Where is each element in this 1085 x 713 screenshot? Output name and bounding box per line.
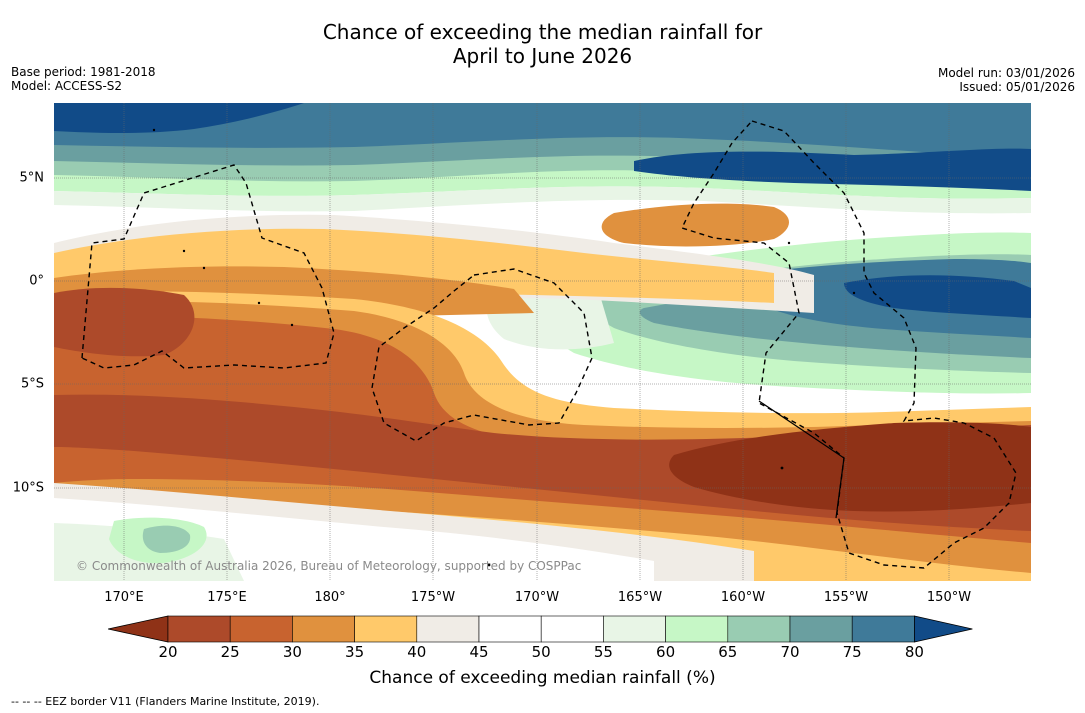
- colorbar: [108, 615, 973, 643]
- band-southeast-deep-brown: [669, 422, 1031, 512]
- colorbar-tick-label: 50: [531, 643, 551, 661]
- colorbar-arrow-high: [914, 615, 973, 643]
- colorbar-segment: [665, 615, 729, 643]
- band-far-south-teal: [142, 525, 191, 553]
- model-run: Model run: 03/01/2026: [937, 66, 1075, 80]
- colorbar-tick-label: 35: [345, 643, 365, 661]
- eez-line-islands: [681, 120, 1017, 569]
- base-period: Base period: 1981-2018: [11, 65, 156, 79]
- lat-label-0: 0°: [29, 273, 44, 289]
- colorbar-tick-label: 60: [656, 643, 676, 661]
- eez-legend-note: -- -- -- EEZ border V11 (Flanders Marine…: [11, 695, 320, 708]
- lon-label-160w: 160°W: [720, 590, 766, 605]
- colorbar-tick-label: 75: [842, 643, 862, 661]
- colorbar-segment: [478, 615, 542, 643]
- colorbar-tick-label: 40: [407, 643, 427, 661]
- graticule: [54, 103, 1031, 581]
- colorbar-tick-label: 65: [718, 643, 738, 661]
- colorbar-tick-label: 80: [904, 643, 924, 661]
- colorbar-segment: [789, 615, 853, 643]
- eez-tuvalu-kiribati-west: [81, 164, 335, 369]
- colorbar-segment: [292, 615, 355, 643]
- colorbar-segment: [603, 615, 666, 643]
- title-line-1: Chance of exceeding the median rainfall …: [322, 20, 763, 44]
- map-title: Chance of exceeding the median rainfall …: [0, 20, 1085, 68]
- colorbar-tick-label: 70: [780, 643, 800, 661]
- colorbar-segment: [727, 615, 791, 643]
- colorbar-tick-label: 30: [282, 643, 302, 661]
- band-southwest-brown: [54, 287, 195, 357]
- band-east-deep-blue: [844, 275, 1031, 318]
- lon-label-150w: 150°W: [926, 590, 972, 605]
- band-north-deep-blue: [54, 103, 304, 133]
- rainfall-map: [54, 103, 1031, 581]
- lat-label-5n: 5°N: [19, 170, 45, 186]
- island: [182, 249, 186, 253]
- band-dry-orange-north: [601, 203, 789, 247]
- island: [290, 323, 294, 327]
- islands: [152, 128, 856, 567]
- lon-label-170e: 170°E: [104, 590, 144, 605]
- colorbar-segment: [851, 615, 915, 643]
- lon-label-180: 180°: [314, 590, 346, 605]
- island: [202, 266, 206, 270]
- colorbar-segment: [354, 615, 418, 643]
- band-north-blue: [54, 103, 1031, 158]
- maritime-boundary-solid: [758, 400, 845, 519]
- lon-label-175w: 175°W: [410, 590, 456, 605]
- colorbar-tick-label: 45: [469, 643, 489, 661]
- island: [787, 241, 791, 245]
- copyright-notice: © Commonwealth of Australia 2026, Bureau…: [76, 559, 582, 573]
- lon-label-175e: 175°E: [207, 590, 247, 605]
- colorbar-label: Chance of exceeding median rainfall (%): [369, 668, 716, 688]
- lat-label-10s: 10°S: [12, 480, 44, 496]
- eez-phoenix: [371, 268, 593, 442]
- colorbar-segment: [540, 615, 604, 643]
- island: [852, 291, 856, 295]
- lat-label-5s: 5°S: [20, 376, 44, 392]
- title-line-2: April to June 2026: [452, 44, 633, 68]
- colorbar-segment: [167, 615, 231, 643]
- lon-label-170w: 170°W: [514, 590, 560, 605]
- eez-borders: [81, 120, 1017, 569]
- model-info: Base period: 1981-2018 Model: ACCESS-S2: [11, 65, 156, 93]
- model-name: Model: ACCESS-S2: [11, 79, 123, 93]
- colorbar-arrow-low: [108, 615, 169, 643]
- island: [257, 301, 261, 305]
- colorbar-tick-label: 20: [158, 643, 178, 661]
- lon-label-155w: 155°W: [823, 590, 869, 605]
- lon-label-165w: 165°W: [617, 590, 663, 605]
- colorbar-segment: [229, 615, 293, 643]
- band-north-pale-green: [54, 186, 1031, 214]
- colorbar-tick-label: 55: [593, 643, 613, 661]
- band-north-deep-blue-east: [634, 148, 1031, 191]
- issued-date: Issued: 05/01/2026: [959, 80, 1075, 94]
- run-info: Model run: 03/01/2026 Issued: 05/01/2026: [938, 66, 1075, 94]
- island: [152, 128, 156, 132]
- colorbar-tick-label: 25: [220, 643, 240, 661]
- island: [487, 563, 491, 567]
- colorbar-segment: [416, 615, 480, 643]
- island: [780, 466, 784, 470]
